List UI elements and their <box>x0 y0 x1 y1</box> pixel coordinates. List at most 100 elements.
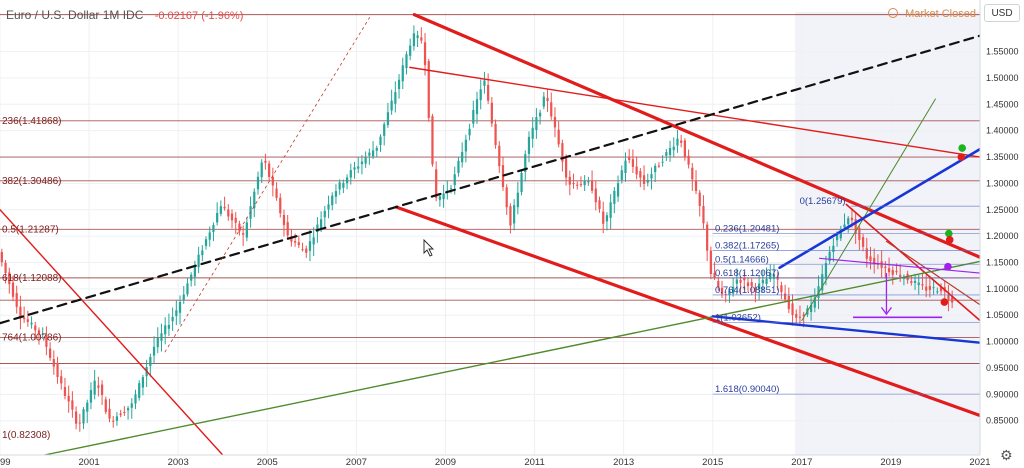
candle-body <box>279 197 282 214</box>
x-tick-label: 2015 <box>702 457 723 468</box>
candle-body <box>487 84 490 101</box>
candle-body <box>52 358 55 367</box>
candle-body <box>884 266 887 268</box>
candle-body <box>4 262 7 274</box>
candle-body <box>156 337 159 348</box>
candle-body <box>423 42 427 66</box>
candle-body <box>89 390 93 403</box>
candle-body <box>11 282 15 297</box>
candle-body <box>613 190 616 204</box>
y-tick-label: 1.15000 <box>986 258 1019 268</box>
candle-body <box>490 102 493 124</box>
candle-body <box>316 224 319 233</box>
candle-body <box>628 157 631 160</box>
currency-button[interactable]: USD <box>984 4 1020 22</box>
candle-body <box>45 335 48 347</box>
candle-body <box>583 180 586 186</box>
candle-body <box>516 192 519 208</box>
candle-body <box>227 209 230 217</box>
y-tick-label: 1.25000 <box>986 205 1019 215</box>
candle-body <box>175 310 178 317</box>
x-tick-label: 1999 <box>0 457 11 468</box>
candle-body <box>230 213 234 221</box>
marker-dot-green <box>945 229 953 238</box>
candle-body <box>542 96 545 107</box>
candle-body <box>932 287 935 289</box>
fib-left-label: 382(1.30486) <box>2 176 62 187</box>
fib-right-label: 0.5(1.14666) <box>715 254 769 265</box>
candle-body <box>368 152 371 156</box>
gear-icon[interactable]: ⚙ <box>1000 447 1013 463</box>
market-status-icon <box>888 8 898 18</box>
x-tick-label: 2009 <box>435 457 456 468</box>
candle-body <box>587 181 590 183</box>
candle-body <box>275 188 278 198</box>
target-arrow-head <box>880 306 892 316</box>
candle-body <box>319 219 323 230</box>
candle-body <box>294 241 297 243</box>
candle-body <box>520 172 523 193</box>
trend-line-blue-upper <box>778 147 982 270</box>
candle-body <box>286 222 289 236</box>
candle-body <box>468 128 471 136</box>
candle-body <box>119 413 122 416</box>
candle-body <box>290 236 293 242</box>
candle-body <box>49 348 52 358</box>
candle-body <box>412 33 416 47</box>
mouse-cursor-icon <box>423 238 435 257</box>
candle-body <box>435 169 438 198</box>
candle-body <box>216 212 219 223</box>
candle-body <box>331 195 334 206</box>
candle-body <box>620 170 623 180</box>
candle-body <box>683 140 686 157</box>
symbol-title[interactable]: Euro / U.S. Dollar 1M IDC <box>6 8 144 22</box>
fib-left-label: 618(1.12088) <box>2 273 62 284</box>
candle-body <box>680 140 683 143</box>
candle-body <box>405 54 408 69</box>
candle-body <box>902 277 906 279</box>
candle-body <box>449 188 453 190</box>
candle-body <box>37 330 41 334</box>
candle-body <box>483 80 486 86</box>
candle-body <box>19 306 22 319</box>
candle-body <box>15 293 18 307</box>
candle-body <box>201 250 204 256</box>
candle-body <box>750 282 753 286</box>
candle-body <box>553 117 557 128</box>
candle-body <box>453 174 456 186</box>
candle-body <box>665 152 668 156</box>
candle-body <box>416 35 419 39</box>
candle-body <box>256 176 260 190</box>
candle-body <box>130 403 133 408</box>
candle-body <box>657 165 661 167</box>
candle-body <box>539 112 542 117</box>
trend-line-green-long-trend <box>43 260 981 456</box>
candle-body <box>561 143 564 162</box>
fib-left-label: 1(0.82308) <box>2 430 50 441</box>
candle-body <box>772 274 776 279</box>
candle-body <box>795 313 798 318</box>
candle-body <box>765 278 768 284</box>
candle-body <box>427 61 430 118</box>
y-tick-label: 1.55000 <box>986 47 1019 57</box>
price-axis-panel <box>980 0 1024 468</box>
candle-body <box>56 363 59 378</box>
chart-header: Euro / U.S. Dollar 1M IDC -0.02167 (-1.9… <box>6 8 243 22</box>
candle-body <box>253 191 256 209</box>
candle-body <box>461 152 464 163</box>
candle-body <box>936 291 939 293</box>
candle-body <box>238 223 241 232</box>
candle-body <box>861 237 865 247</box>
candle-body <box>271 176 274 186</box>
candle-body <box>698 192 701 207</box>
candle-body <box>717 280 720 288</box>
candle-body <box>579 184 583 186</box>
candle-body <box>887 268 891 273</box>
candle-body <box>732 286 735 294</box>
candle-body <box>832 245 835 253</box>
candle-body <box>498 145 501 167</box>
candle-body <box>375 147 378 151</box>
candle-body <box>743 277 746 281</box>
candle-body <box>895 271 898 273</box>
